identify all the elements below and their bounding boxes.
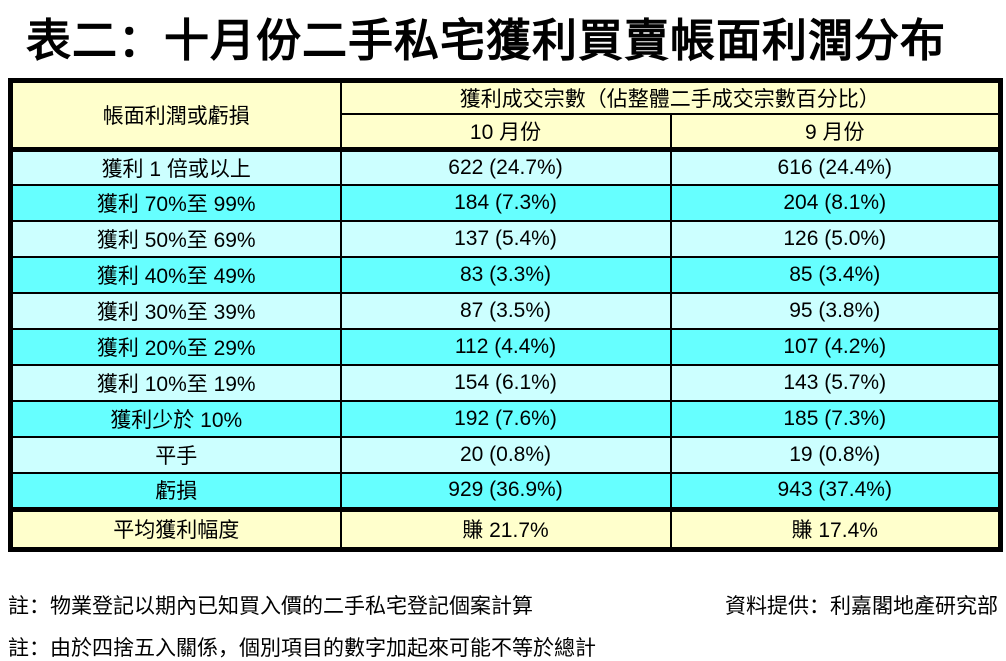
row-label: 獲利 50%至 69% xyxy=(9,220,342,258)
note-rounding: 註：由於四捨五入關係，個別項目的數字加起來可能不等於總計 xyxy=(8,637,596,660)
table-row: 平手 20 (0.8%) 19 (0.8%) xyxy=(9,436,1002,474)
table-row: 獲利 70%至 99% 184 (7.3%) 204 (8.1%) xyxy=(9,184,1002,222)
oct-value-cell: 622 (24.7%) xyxy=(339,146,672,186)
header-group-label: 獲利成交宗數（佔整體二手成交宗數百分比） xyxy=(339,79,1002,115)
row-label: 獲利 70%至 99% xyxy=(9,184,342,222)
oct-value-cell: 20 (0.8%) xyxy=(339,436,672,474)
sep-value-cell: 143 (5.7%) xyxy=(669,364,1002,402)
row-label: 獲利 40%至 49% xyxy=(9,256,342,294)
row-label: 獲利 30%至 39% xyxy=(9,292,342,330)
oct-value-cell: 154 (6.1%) xyxy=(339,364,672,402)
oct-value-cell: 112 (4.4%) xyxy=(339,328,672,366)
oct-value-cell: 192 (7.6%) xyxy=(339,400,672,438)
summary-oct-value: 賺 21.7% xyxy=(339,506,672,550)
table-row: 獲利 20%至 29% 112 (4.4%) 107 (4.2%) xyxy=(9,328,1002,366)
header-month-september: 9 月份 xyxy=(669,113,1002,150)
table-row: 獲利 40%至 49% 83 (3.3%) 85 (3.4%) xyxy=(9,256,1002,294)
sep-value-cell: 95 (3.8%) xyxy=(669,292,1002,330)
sep-value-cell: 616 (24.4%) xyxy=(669,146,1002,186)
sep-value-cell: 85 (3.4%) xyxy=(669,256,1002,294)
row-label: 虧損 xyxy=(9,472,342,510)
data-source: 資料提供：利嘉閣地產研究部 xyxy=(725,595,998,618)
page-title: 表二：十月份二手私宅獲利買賣帳面利潤分布 xyxy=(26,14,947,67)
profit-distribution-table: 帳面利潤或虧損 獲利成交宗數（佔整體二手成交宗數百分比） 10 月份 9 月份 … xyxy=(8,78,1003,552)
oct-value-cell: 137 (5.4%) xyxy=(339,220,672,258)
sep-value-cell: 204 (8.1%) xyxy=(669,184,1002,222)
table-row: 虧損 929 (36.9%) 943 (37.4%) xyxy=(9,472,1002,510)
oct-value-cell: 87 (3.5%) xyxy=(339,292,672,330)
summary-row: 平均獲利幅度 賺 21.7% 賺 17.4% xyxy=(9,506,1002,550)
note-basis: 註：物業登記以期內已知買入價的二手私宅登記個案計算 xyxy=(8,595,533,618)
row-label: 平手 xyxy=(9,436,342,474)
oct-value-cell: 184 (7.3%) xyxy=(339,184,672,222)
footnotes: 註：物業登記以期內已知買入價的二手私宅登記個案計算 資料提供：利嘉閣地產研究部 … xyxy=(8,590,998,661)
row-label: 獲利 1 倍或以上 xyxy=(9,146,342,186)
header-month-october: 10 月份 xyxy=(339,113,672,150)
table-row: 獲利 10%至 19% 154 (6.1%) 143 (5.7%) xyxy=(9,364,1002,402)
oct-value-cell: 83 (3.3%) xyxy=(339,256,672,294)
header-row-label-column: 帳面利潤或虧損 xyxy=(9,79,342,150)
sep-value-cell: 19 (0.8%) xyxy=(669,436,1002,474)
sep-value-cell: 943 (37.4%) xyxy=(669,472,1002,510)
sep-value-cell: 185 (7.3%) xyxy=(669,400,1002,438)
row-label: 獲利少於 10% xyxy=(9,400,342,438)
sep-value-cell: 107 (4.2%) xyxy=(669,328,1002,366)
summary-label: 平均獲利幅度 xyxy=(9,506,342,550)
row-label: 獲利 10%至 19% xyxy=(9,364,342,402)
oct-value-cell: 929 (36.9%) xyxy=(339,472,672,510)
summary-sep-value: 賺 17.4% xyxy=(669,506,1002,550)
table-row: 獲利少於 10% 192 (7.6%) 185 (7.3%) xyxy=(9,400,1002,438)
table-row: 獲利 1 倍或以上 622 (24.7%) 616 (24.4%) xyxy=(9,146,1002,186)
table-row: 獲利 50%至 69% 137 (5.4%) 126 (5.0%) xyxy=(9,220,1002,258)
row-label: 獲利 20%至 29% xyxy=(9,328,342,366)
table-row: 獲利 30%至 39% 87 (3.5%) 95 (3.8%) xyxy=(9,292,1002,330)
sep-value-cell: 126 (5.0%) xyxy=(669,220,1002,258)
